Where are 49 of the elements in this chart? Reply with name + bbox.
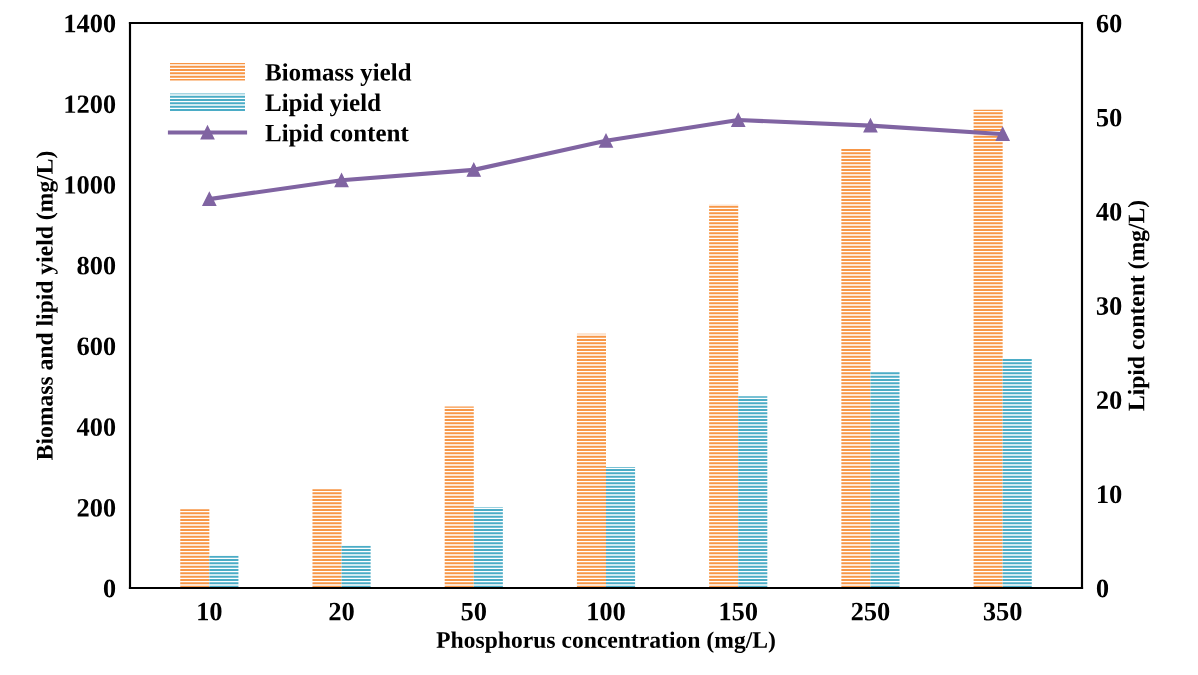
- x-tick-label: 10: [198, 602, 222, 621]
- point: [731, 113, 746, 127]
- bar: [870, 372, 900, 588]
- y-tick-label: 1400: [65, 14, 116, 33]
- bar: [444, 406, 474, 588]
- y2-tick-label: 50: [1096, 108, 1122, 127]
- point: [334, 173, 349, 188]
- x-tick-label: 350: [983, 602, 1022, 621]
- bar: [738, 396, 768, 588]
- y-tick-label: 1000: [65, 176, 116, 194]
- legend-label: Lipid yield: [265, 93, 381, 117]
- bar: [606, 466, 636, 588]
- x-tick-label: 20: [329, 602, 354, 621]
- bar: [576, 333, 606, 588]
- y2-tick-label: 40: [1096, 202, 1122, 221]
- bar: [209, 555, 239, 588]
- bar: [180, 509, 210, 588]
- bar: [312, 489, 342, 588]
- y-axis-title: Biomass and lipid yield (mg/L): [36, 151, 58, 460]
- y-tick-label: 0: [103, 579, 116, 598]
- point: [599, 133, 613, 148]
- point: [863, 118, 878, 133]
- point: [202, 192, 217, 207]
- bar: [841, 148, 871, 588]
- point: [995, 127, 1010, 142]
- y-tick-label: 600: [77, 337, 116, 356]
- bar: [1002, 357, 1032, 588]
- legend-label: Biomass yield: [265, 63, 412, 86]
- y-tick-label: 1200: [65, 95, 116, 114]
- y2-tick-label: 30: [1096, 297, 1122, 315]
- y2-tick-label: 0: [1096, 579, 1109, 598]
- x-tick-label: 100: [588, 602, 625, 621]
- y2-tick-label: 60: [1096, 14, 1122, 33]
- y2-axis-title: Lipid content (mg/L): [1127, 200, 1150, 411]
- bar: [473, 507, 503, 588]
- y2-tick-label: 10: [1098, 485, 1122, 504]
- y-tick-label: 800: [77, 256, 116, 275]
- x-tick-label: 50: [461, 602, 486, 621]
- legend-label: Lipid content: [265, 123, 409, 147]
- bar: [709, 204, 739, 588]
- point: [466, 162, 481, 177]
- y2-tick-label: 20: [1097, 391, 1122, 410]
- bar: [341, 545, 371, 588]
- x-tick-label: 150: [720, 602, 758, 621]
- y-tick-label: 200: [77, 498, 116, 517]
- x-tick-label: 250: [851, 602, 890, 621]
- x-axis-title: Phosphorus concentration (mg/L): [436, 631, 775, 653]
- y-tick-label: 400: [76, 418, 116, 436]
- bar: [973, 109, 1003, 588]
